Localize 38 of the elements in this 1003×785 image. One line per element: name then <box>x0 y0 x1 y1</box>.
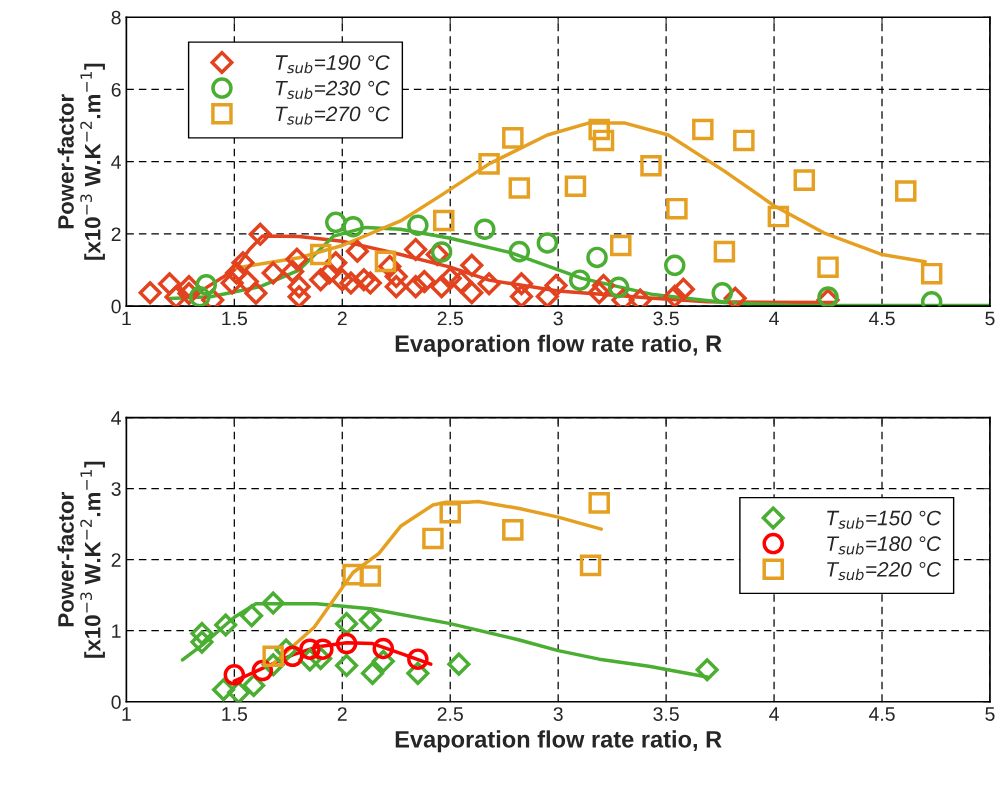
x-tick-label: 4 <box>769 707 779 721</box>
x-tick-label: 1 <box>122 311 131 326</box>
legend-label: T$_{sub}$=150 °C <box>827 510 942 529</box>
x-tick-label: 5 <box>985 311 995 326</box>
x-tick-label: 3 <box>553 707 563 721</box>
x-tick-label: 2.5 <box>437 311 463 326</box>
y-tick-label: 8 <box>111 10 121 25</box>
x-tick-label: 3.5 <box>653 311 679 326</box>
y-tick-label: 4 <box>111 411 121 425</box>
x-axis-title: Evaporation flow rate ratio, R <box>395 730 722 753</box>
y-axis-title: Power-factor [x10$^{−3}$ W.K$^{−2}$.m$^{−1}$] <box>57 63 105 260</box>
x-tick-label: 5 <box>985 707 995 721</box>
y-tick-label: 2 <box>111 553 121 567</box>
y-tick-label: 4 <box>111 155 121 169</box>
x-tick-label: 1 <box>122 707 131 721</box>
x-tick-label: 4 <box>769 311 779 326</box>
legend-label: T$_{sub}$=230 °C <box>275 80 390 99</box>
x-tick-label: 3.5 <box>653 707 679 721</box>
legend-label: T$_{sub}$=270 °C <box>275 106 390 125</box>
x-tick-label: 1.5 <box>222 311 248 326</box>
legend-label: T$_{sub}$=180 °C <box>827 536 942 555</box>
x-tick-label: 2 <box>337 311 347 326</box>
y-tick-label: 0 <box>111 695 121 710</box>
y-tick-label: 2 <box>111 227 121 241</box>
x-axis-title: Evaporation flow rate ratio, R <box>395 334 722 357</box>
y-tick-label: 6 <box>111 82 121 97</box>
y-tick-label: 3 <box>111 482 121 496</box>
legend-label: T$_{sub}$=220 °C <box>827 561 942 581</box>
x-tick-label: 2.5 <box>437 707 463 721</box>
x-tick-label: 2 <box>337 707 347 721</box>
y-tick-label: 1 <box>112 624 121 638</box>
y-tick-label: 0 <box>111 299 121 314</box>
x-tick-label: 4.5 <box>868 311 895 326</box>
x-tick-label: 1.5 <box>222 707 248 721</box>
legend-label: T$_{sub}$=190 °C <box>275 55 390 74</box>
y-axis-title: Power-factor [x10$^{−3}$ W.K$^{−2}$.m$^{−1}$] <box>57 461 105 658</box>
x-tick-label: 4.5 <box>868 707 895 721</box>
x-tick-label: 3 <box>553 311 563 326</box>
